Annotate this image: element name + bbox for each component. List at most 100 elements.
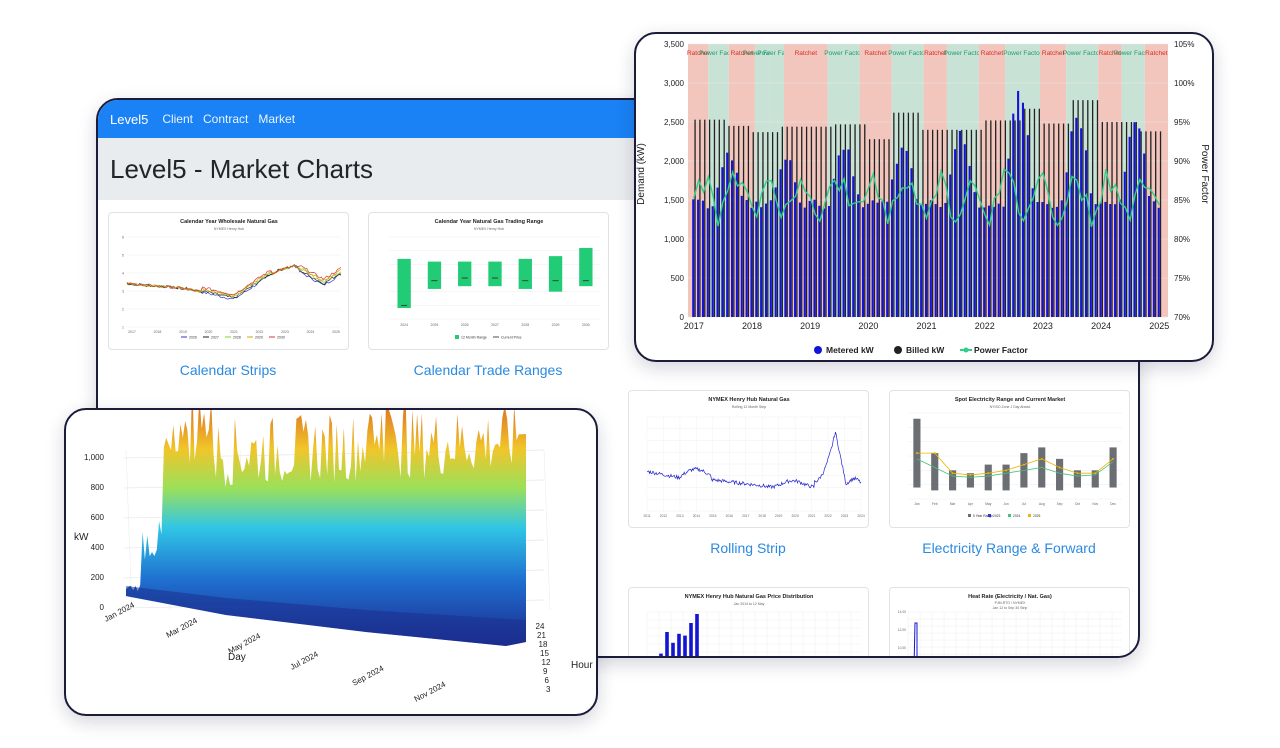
distribution-thumbnail[interactable]: NYMEX Henry Hub Natural Gas Price Distri… [628,587,869,656]
nav-contract[interactable]: Contract [203,112,249,126]
trade-range-bar [579,247,593,287]
trade-x-tick: 2029 [552,323,560,327]
billed-kw-bar [970,129,973,317]
billed-kw-bar [1058,123,1060,317]
billed-kw-bar [864,124,866,317]
metered-kw-bar [1109,204,1112,317]
strips-x-tick: 2017 [128,330,136,334]
metered-kw-bar [701,200,705,317]
metered-kw-bar [1143,153,1146,317]
power-factor-y-tick: 95% [1174,118,1190,127]
strips-series-line [126,264,342,299]
elec-month-tick: Jan [914,502,919,506]
heat-rate-thumbnail[interactable]: Heat Rate (Electricity / Nat. Gas) PJM-R… [889,587,1130,656]
billed-kw-bar [820,126,822,318]
billed-kw-bar [776,132,779,317]
dist-bar [689,623,693,656]
metered-kw-bar [1133,122,1136,317]
billed-kw-bar [922,129,924,317]
metered-kw-bar [798,202,801,317]
demand-y-tick: 2,000 [664,157,685,166]
billed-kw-bar [1087,100,1089,317]
metered-kw-bar [1031,188,1034,317]
billed-kw-bar [839,124,842,317]
metered-kw-bar [929,200,932,317]
calendar-strips-thumbnail[interactable]: Calendar Year Wholesale Natural Gas NYME… [108,212,349,350]
elec-range-bar [984,464,992,491]
metered-kw-bar [934,204,937,317]
day-axis-tick: Nov 2024 [413,679,448,703]
elec-title: Spot Electricity Range and Current Marke… [955,397,1065,403]
nav-market[interactable]: Market [258,112,296,126]
elec-month-tick: Dec [1110,502,1116,506]
distribution-chart: NYMEX Henry Hub Natural Gas Price Distri… [646,594,861,656]
billed-kw-bar [941,129,943,317]
rolling-strip-thumbnail[interactable]: NYMEX Henry Hub Natural Gas Rolling 12 M… [628,390,869,528]
billed-kw-bar [815,126,817,318]
demand-band-label: Power Factor [824,50,863,57]
billed-kw-bar [1033,108,1036,318]
billed-kw-bar [1155,131,1157,317]
elec-range-bar [966,473,974,488]
metered-kw-bar [1070,131,1073,317]
demand-y-tick: 3,500 [664,40,685,49]
metered-kw-bar [857,194,860,317]
billed-kw-bar [927,129,929,317]
elec-forward-point [1022,463,1025,466]
demand-band-label: Ratchet [1042,50,1065,57]
elec-month-tick: Aug [1039,502,1045,506]
billed-kw-bar [1043,123,1045,317]
strips-y-tick: 2 [122,308,124,312]
rolling-x-tick: 2019 [775,514,783,518]
metered-kw-bar [861,207,865,317]
metered-kw-bar [1080,128,1083,317]
nav-client[interactable]: Client [162,112,193,126]
trade-ranges-chart: Calendar Year Natural Gas Trading Range … [389,219,601,340]
metered-kw-bar [827,206,831,317]
hour-axis-tick: 12 [542,658,551,667]
billed-kw-bar [1082,100,1084,317]
rolling-x-tick: 2018 [759,514,767,518]
demand-y-tick: 1,500 [664,196,685,205]
rolling-strip-link[interactable]: Rolling Strip [710,540,786,556]
billed-kw-bar [907,112,910,317]
demand-band-label: Ratchet [1145,50,1168,57]
demand-band-label: Power Factor [888,50,927,57]
metered-kw-bar [1094,204,1097,317]
elec-month-tick: Mar [950,502,957,506]
billed-kw-bar [951,129,953,317]
strips-y-tick: 4 [122,272,124,276]
billed-kw-bar [1125,122,1128,317]
billed-kw-bar [849,124,851,317]
trade-ranges-link[interactable]: Calendar Trade Ranges [413,362,563,378]
elec-forward-point [1076,472,1079,475]
billed-kw-bar [873,139,876,317]
metered-kw-bar [794,182,797,317]
metered-kw-bar [915,199,918,317]
power-factor-y-tick: 80% [1174,235,1190,244]
demand-y-tick: 3,000 [664,79,685,88]
rolling-title: NYMEX Henry Hub Natural Gas [708,397,789,403]
billed-kw-bar [1009,120,1011,317]
power-factor-line [693,168,1160,228]
trade-ranges-thumbnail[interactable]: Calendar Year Natural Gas Trading Range … [368,212,609,350]
strips-series-line [126,264,342,295]
kw-axis-tick: 1,000 [84,453,105,462]
billed-kw-bar [946,129,948,317]
strips-series-line [126,264,342,298]
demand-legend-swatch [814,346,822,354]
dist-subtitle: Jan 2014 to 12 May [734,602,765,606]
dist-bar [695,614,699,656]
demand-x-tick: 2019 [800,321,820,331]
day-axis-tick: Jan 2024 [103,600,137,624]
brand-link[interactable]: Level5 [110,111,149,127]
elec-range-bar [1091,470,1099,488]
billed-kw-bar [801,126,803,318]
hour-axis-tick: 9 [543,667,548,676]
elec-range-bar [1002,464,1010,491]
electricity-thumbnail[interactable]: Spot Electricity Range and Current Marke… [889,390,1130,528]
electricity-link[interactable]: Electricity Range & Forward [922,540,1096,556]
elec-month-tick: Jul [1022,502,1026,506]
metered-kw-bar [852,176,855,317]
calendar-strips-link[interactable]: Calendar Strips [179,362,277,378]
